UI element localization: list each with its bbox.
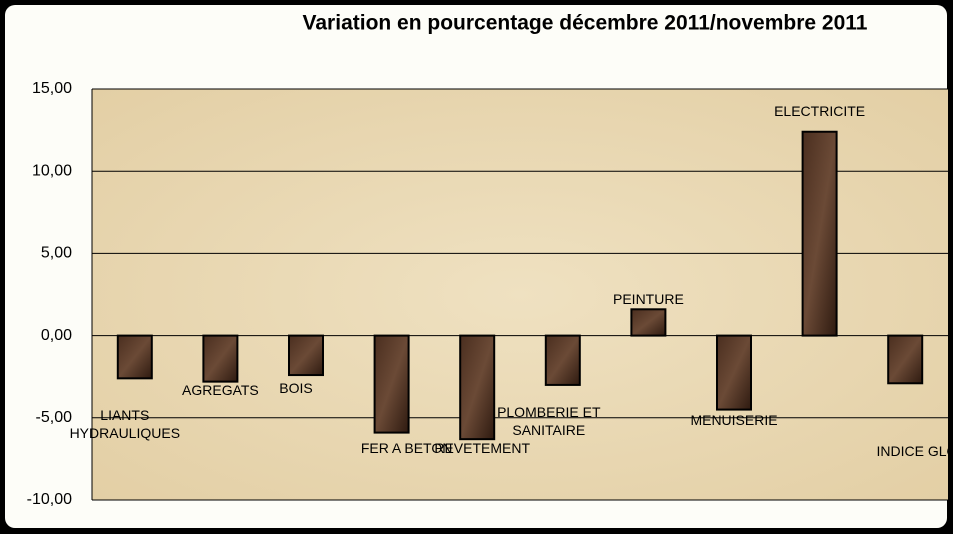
category-label: PEINTURE [613, 291, 684, 307]
chart-title: Variation en pourcentage décembre 2011/n… [303, 12, 868, 35]
category-label-line: AGREGATS [182, 382, 259, 398]
bar [801, 130, 838, 337]
category-label-line: PEINTURE [613, 291, 684, 307]
bar [544, 334, 581, 386]
category-label: PLOMBERIE ET SANITAIRE [497, 404, 601, 438]
category-label-line: BOIS [279, 380, 312, 396]
category-label-line: INDICE GLOBAL [877, 443, 953, 459]
category-label: FER A BETON [361, 440, 453, 456]
bar [887, 334, 924, 385]
y-tick-label: -5,00 [36, 409, 73, 426]
category-label-line: ELECTRICITE [774, 103, 865, 119]
category-label: BOIS [279, 380, 312, 396]
category-label-line: REVETEMENT [434, 440, 530, 456]
bar [716, 334, 752, 411]
y-tick-label: 15,00 [32, 80, 72, 97]
y-tick-label: 10,00 [32, 162, 72, 179]
bar [116, 334, 153, 380]
bar [373, 334, 410, 434]
category-label: ELECTRICITE [774, 103, 865, 119]
y-tick-label: -10,00 [27, 491, 72, 508]
category-label: LIANTS HYDRAULIQUES [70, 407, 180, 441]
category-label-line: HYDRAULIQUES [70, 425, 180, 441]
category-label: MENUISERIE [690, 412, 777, 428]
bar [459, 334, 496, 441]
category-label: AGREGATS [182, 382, 259, 398]
category-label-line: MENUISERIE [690, 412, 777, 428]
category-label-line: LIANTS [100, 407, 149, 423]
category-label: REVETEMENT [434, 440, 530, 456]
bar [630, 308, 667, 337]
bar [288, 334, 324, 377]
y-tick-label: 5,00 [41, 245, 72, 262]
y-tick-label: 0,00 [41, 327, 72, 344]
bar [202, 334, 239, 383]
category-label-line: PLOMBERIE ET [497, 404, 601, 420]
category-label: INDICE GLOBAL [877, 443, 953, 459]
category-label-line: SANITAIRE [512, 422, 585, 438]
category-label-line: FER A BETON [361, 440, 453, 456]
